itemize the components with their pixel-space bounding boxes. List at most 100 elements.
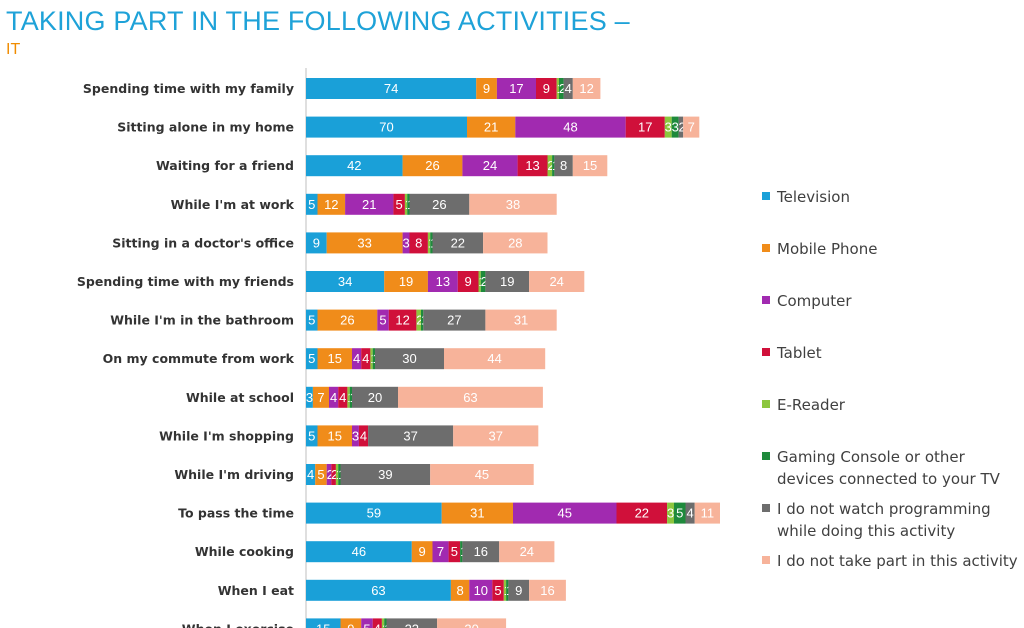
bar-spending-time-with-my-friends-e-reader [478,271,481,292]
data-label-while-at-school-computer: 4 [330,390,337,405]
category-label-on-my-commute-from-work: On my commute from work [103,351,295,366]
data-label-when-i-eat-television: 63 [371,583,385,598]
data-label-while-at-school-i-do-not-watch-programming-while-doing-this-activity: 20 [368,390,382,405]
bar-waiting-for-a-friend-television [306,155,403,177]
legend-label: E-Reader [777,396,845,414]
bar-sitting-alone-in-my-home-television [306,116,467,138]
data-label-spending-time-with-my-family-computer: 17 [509,81,523,96]
data-label-waiting-for-a-friend-computer: 24 [483,158,497,173]
bar-when-i-exercise-e-reader [381,618,385,628]
bar-when-i-eat-e-reader [503,579,507,601]
bar-while-at-school-i-do-not-take-part-in-this-activity [398,386,543,408]
category-label-when-i-eat: When I eat [218,583,294,598]
bar-to-pass-the-time-mobile-phone [441,502,513,524]
category-label-sitting-alone-in-my-home: Sitting alone in my home [117,120,294,135]
data-label-while-i-m-shopping-television: 5 [308,428,315,443]
data-label-while-i-m-at-work-tablet: 5 [396,197,403,212]
bar-sitting-in-a-doctor-s-office-e-reader [427,232,431,254]
bar-while-i-m-driving-e-reader [335,464,339,485]
data-label-while-i-m-in-the-bathroom-tablet: 12 [395,313,409,328]
data-label-when-i-exercise-computer: 5 [363,621,370,628]
bar-spending-time-with-my-friends-mobile-phone [384,271,428,292]
bar-while-i-m-shopping-mobile-phone [317,425,352,447]
legend-swatch [762,244,770,252]
bar-waiting-for-a-friend-computer [462,155,518,177]
data-label-while-cooking-i-do-not-watch-programming-while-doing-this-activity: 16 [474,544,488,559]
bar-when-i-eat-gaming-console-or-other-devices-connected-to-your-tv [506,579,509,601]
bar-on-my-commute-from-work-gaming-console-or-other-devices-connected-to-your-tv [372,348,375,370]
bar-while-i-m-at-work-gaming-console-or-other-devices-connected-to-your-tv [407,193,410,215]
data-label-when-i-eat-i-do-not-watch-programming-while-doing-this-activity: 9 [515,583,522,598]
data-label-while-i-m-driving-tablet: 2 [331,467,338,482]
data-label-to-pass-the-time-mobile-phone: 31 [470,506,484,521]
legend-item-television: Television [762,186,1022,208]
data-label-on-my-commute-from-work-i-do-not-watch-programming-while-doing-this-activity: 30 [402,351,416,366]
category-label-while-at-school: While at school [186,390,294,405]
data-label-when-i-exercise-i-do-not-take-part-in-this-activity: 30 [464,621,478,628]
data-label-while-cooking-computer: 7 [437,544,444,559]
bar-when-i-eat-mobile-phone [450,579,470,601]
data-label-when-i-eat-computer: 10 [474,583,488,598]
data-label-while-i-m-in-the-bathroom-television: 5 [308,313,315,328]
data-label-when-i-exercise-tablet: 4 [374,621,381,628]
data-label-while-i-m-driving-mobile-phone: 5 [317,467,324,482]
bar-while-i-m-in-the-bathroom-i-do-not-take-part-in-this-activity [485,309,557,331]
data-label-spending-time-with-my-family-tablet: 9 [543,81,550,96]
legend-item-i-do-not-take-part-in-this-activity: I do not take part in this activity [762,550,1022,572]
bar-while-i-m-at-work-i-do-not-take-part-in-this-activity [469,193,557,215]
bar-when-i-eat-television [306,579,451,601]
bar-when-i-exercise-gaming-console-or-other-devices-connected-to-your-tv [384,618,387,628]
bar-while-i-m-driving-tablet [331,464,336,485]
bar-spending-time-with-my-friends-i-do-not-take-part-in-this-activity [529,271,585,292]
data-label-when-i-exercise-television: 15 [316,621,330,628]
data-label-spending-time-with-my-friends-i-do-not-take-part-in-this-activity: 24 [549,274,563,289]
legend-swatch [762,296,770,304]
bar-while-cooking-mobile-phone [411,541,433,563]
bar-to-pass-the-time-i-do-not-watch-programming-while-doing-this-activity [685,502,695,524]
bar-when-i-eat-computer [469,579,493,601]
data-label-on-my-commute-from-work-television: 5 [308,351,315,366]
bar-while-cooking-i-do-not-watch-programming-while-doing-this-activity [462,541,500,563]
bar-while-i-m-shopping-i-do-not-watch-programming-while-doing-this-activity [368,425,454,447]
legend-item-mobile-phone: Mobile Phone [762,238,1022,260]
data-label-waiting-for-a-friend-e-reader: 2 [547,158,554,173]
data-label-while-at-school-mobile-phone: 7 [317,390,324,405]
data-label-while-i-m-shopping-tablet: 4 [360,428,367,443]
bar-while-i-m-at-work-i-do-not-watch-programming-while-doing-this-activity [409,193,470,215]
data-label-to-pass-the-time-tablet: 22 [635,506,649,521]
data-label-spending-time-with-my-friends-mobile-phone: 19 [399,274,413,289]
data-label-while-i-m-in-the-bathroom-i-do-not-take-part-in-this-activity: 31 [514,313,528,328]
bar-spending-time-with-my-family-tablet [536,78,557,99]
category-label-sitting-in-a-doctor-s-office: Sitting in a doctor's office [112,235,294,250]
bar-sitting-alone-in-my-home-i-do-not-watch-programming-while-doing-this-activity [678,116,684,138]
data-label-while-i-m-shopping-i-do-not-watch-programming-while-doing-this-activity: 37 [403,428,417,443]
category-label-while-i-m-at-work: While I'm at work [171,197,295,212]
bar-when-i-exercise-i-do-not-watch-programming-while-doing-this-activity [386,618,438,628]
bar-while-i-m-shopping-television [306,425,318,447]
bar-spending-time-with-my-family-mobile-phone [476,78,497,99]
bar-to-pass-the-time-i-do-not-take-part-in-this-activity [694,502,720,524]
bar-spending-time-with-my-family-i-do-not-take-part-in-this-activity [572,78,601,99]
legend-label: Tablet [777,344,822,362]
data-label-waiting-for-a-friend-tablet: 13 [525,158,539,173]
bar-sitting-alone-in-my-home-i-do-not-take-part-in-this-activity [683,116,700,138]
legend-item-gaming-console-or-other-devices-connected-to-your-tv: Gaming Console or other devices connecte… [762,446,1022,490]
bar-when-i-exercise-computer [361,618,373,628]
bar-sitting-in-a-doctor-s-office-tablet [409,232,428,254]
data-label-while-i-m-at-work-mobile-phone: 12 [324,197,338,212]
bar-on-my-commute-from-work-computer [352,348,362,370]
legend-label: I do not take part in this activity [777,552,1018,570]
bar-sitting-in-a-doctor-s-office-mobile-phone [326,232,403,254]
data-label-when-i-eat-i-do-not-take-part-in-this-activity: 16 [540,583,554,598]
data-label-while-i-m-at-work-i-do-not-watch-programming-while-doing-this-activity: 26 [432,197,446,212]
bar-spending-time-with-my-family-i-do-not-watch-programming-while-doing-this-activity [563,78,573,99]
data-label-spending-time-with-my-family-gaming-console-or-other-devices-connected-to-your-tv: 2 [559,81,566,96]
bar-spending-time-with-my-family-gaming-console-or-other-devices-connected-to-your-tv [559,78,564,99]
data-label-spending-time-with-my-friends-tablet: 9 [465,274,472,289]
data-label-on-my-commute-from-work-tablet: 4 [362,351,369,366]
bar-while-i-m-driving-television [306,464,316,485]
data-label-spending-time-with-my-family-television: 74 [384,81,398,96]
bar-on-my-commute-from-work-i-do-not-watch-programming-while-doing-this-activity [375,348,444,370]
chart-title: TAKING PART IN THE FOLLOWING ACTIVITIES … [6,6,630,36]
bar-while-i-m-in-the-bathroom-television [306,309,318,331]
